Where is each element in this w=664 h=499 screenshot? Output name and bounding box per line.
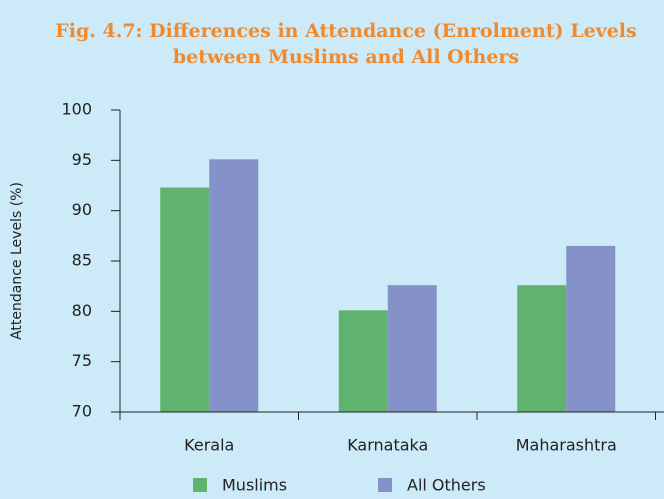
legend-label: Muslims (222, 476, 287, 495)
bar (566, 245, 616, 412)
y-axis-label: Attendance Levels (%) (9, 182, 25, 340)
bar (209, 159, 259, 412)
y-tick-label: 70 (72, 402, 92, 421)
y-tick-label: 100 (61, 100, 92, 119)
chart-title: between Muslims and All Others (173, 46, 519, 68)
chart-title: Fig. 4.7: Differences in Attendance (Enr… (55, 20, 636, 42)
legend-label: All Others (407, 476, 486, 495)
y-tick-label: 85 (72, 251, 92, 270)
legend-swatch (193, 478, 207, 492)
y-tick-label: 95 (72, 150, 92, 169)
bar (160, 187, 210, 412)
bar (387, 285, 437, 412)
x-tick-label: Maharashtra (516, 436, 617, 455)
y-tick-label: 90 (72, 200, 92, 219)
legend-swatch (378, 478, 392, 492)
bar (338, 310, 388, 412)
y-tick-label: 75 (72, 351, 92, 370)
y-tick-label: 80 (72, 301, 92, 320)
x-tick-label: Karnataka (347, 436, 428, 455)
bar (517, 285, 567, 412)
x-tick-label: Kerala (184, 436, 234, 455)
